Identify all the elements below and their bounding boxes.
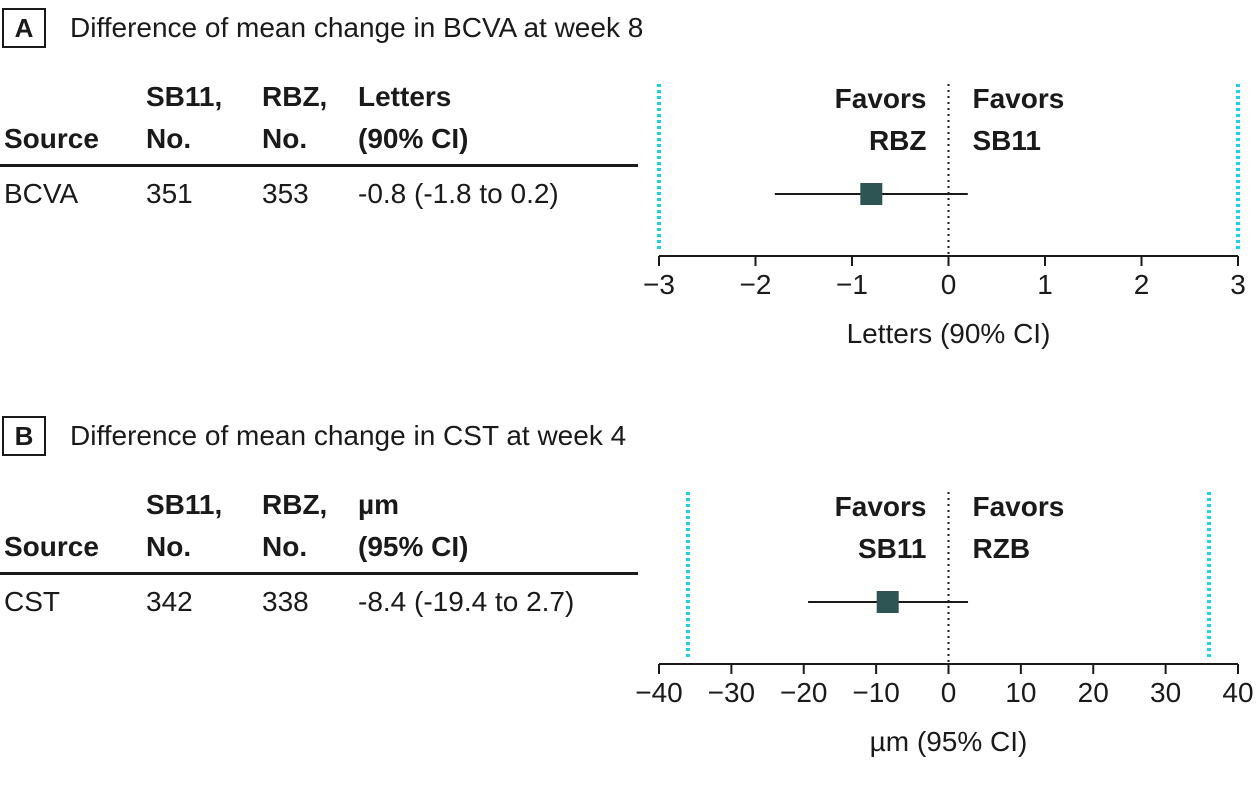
row-estimate: -0.8 (-1.8 to 0.2) (358, 178, 559, 209)
favors-right-label-1: SB11 (973, 125, 1042, 156)
favors-right-label-1: RZB (973, 533, 1031, 564)
x-axis-label: µm (95% CI) (870, 726, 1028, 757)
header-rbz-line1: RBZ, (262, 489, 328, 520)
point-estimate-marker (860, 183, 883, 205)
row-source: BCVA (4, 178, 79, 209)
header-sb11-line2: No. (146, 531, 192, 562)
panel-title: Difference of mean change in BCVA at wee… (70, 12, 644, 43)
row-sb11: 351 (146, 178, 193, 209)
x-axis-label: Letters (90% CI) (847, 318, 1051, 349)
x-tick-label: −40 (635, 677, 683, 708)
x-tick-label: −3 (643, 269, 675, 300)
panel-b: B Difference of mean change in CST at we… (0, 408, 1258, 793)
point-estimate-marker (876, 591, 899, 613)
header-rbz-line1: RBZ, (262, 81, 328, 112)
panel-letter: A (2, 8, 46, 48)
panel-a: A Difference of mean change in BCVA at w… (0, 0, 1258, 385)
row-rbz: 353 (262, 178, 309, 209)
x-tick-label: 20 (1078, 677, 1109, 708)
header-sb11: SB11, No. (146, 76, 222, 160)
header-sb11-line1: SB11, (146, 489, 223, 520)
header-sb11-line1: SB11, (146, 81, 223, 112)
header-estimate-line2: (95% CI) (358, 531, 469, 562)
x-tick-label: 3 (1230, 269, 1246, 300)
header-sb11: SB11, No. (146, 484, 222, 568)
header-estimate-line2: (90% CI) (358, 123, 469, 154)
x-tick-label: −1 (836, 269, 868, 300)
forest-plot-b: Favors SB11 Favors RZB −40 −30 −20 −10 0 10 20 30 40… (635, 491, 1253, 757)
favors-right-label-0: Favors (973, 491, 1065, 522)
x-tick-label: 30 (1150, 677, 1181, 708)
panel-letter: B (2, 416, 46, 456)
header-rbz: RBZ, No. (262, 76, 327, 160)
x-tick-label: −10 (852, 677, 900, 708)
favors-left-label-0: Favors (835, 83, 927, 114)
header-sb11-line2: No. (146, 123, 192, 154)
header-source: Source (4, 123, 99, 154)
x-tick-label: 0 (941, 269, 957, 300)
header-estimate-line1: Letters (358, 81, 452, 112)
row-source: CST (4, 586, 60, 617)
header-rule (0, 572, 638, 575)
x-tick-label: 0 (941, 677, 957, 708)
favors-left-label-1: RBZ (869, 125, 927, 156)
row-rbz: 338 (262, 586, 309, 617)
x-tick-label: 1 (1037, 269, 1053, 300)
row-sb11: 342 (146, 586, 193, 617)
favors-left-label-0: Favors (835, 491, 927, 522)
favors-right-label-0: Favors (973, 83, 1065, 114)
header-rbz-line2: No. (262, 123, 308, 154)
header-estimate: µm (95% CI) (358, 484, 468, 568)
row-estimate: -8.4 (-19.4 to 2.7) (358, 586, 575, 617)
x-tick-label: 40 (1222, 677, 1253, 708)
x-tick-label: −30 (708, 677, 756, 708)
header-rule (0, 164, 638, 167)
x-tick-label: 10 (1005, 677, 1036, 708)
header-source: Source (4, 531, 99, 562)
header-estimate: Letters (90% CI) (358, 76, 468, 160)
panel-title: Difference of mean change in CST at week… (70, 420, 627, 451)
favors-left-label-1: SB11 (858, 533, 927, 564)
x-tick-label: 2 (1134, 269, 1150, 300)
header-rbz: RBZ, No. (262, 484, 327, 568)
forest-plot-a: Favors RBZ Favors SB11 −3 −2 −1 0 1 2 3 Letters (90… (643, 83, 1246, 349)
x-tick-label: −20 (780, 677, 828, 708)
header-estimate-line1: µm (358, 489, 400, 520)
header-rbz-line2: No. (262, 531, 308, 562)
x-tick-label: −2 (740, 269, 772, 300)
